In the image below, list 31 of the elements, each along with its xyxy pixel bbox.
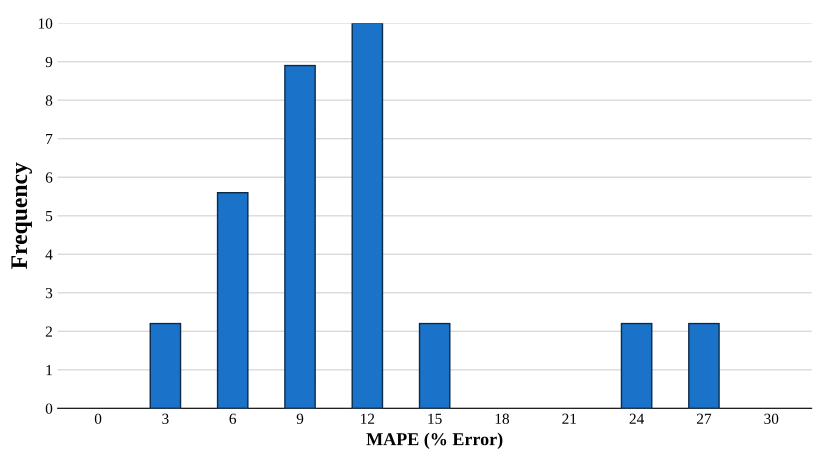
x-tick-label: 9 (296, 414, 304, 424)
bar (688, 322, 720, 408)
x-tick-label: 21 (562, 414, 576, 424)
bar (150, 322, 182, 408)
bar (352, 23, 384, 408)
x-tick-label: 15 (428, 414, 442, 424)
y-tick-label: 10 (38, 18, 52, 29)
bar (620, 322, 652, 408)
x-tick-label: 24 (630, 414, 644, 424)
y-tick-label: 7 (46, 134, 52, 144)
bar (284, 64, 316, 408)
y-tick-label: 9 (46, 56, 52, 68)
x-tick-label: 27 (696, 414, 712, 424)
x-tick-label: 3 (162, 414, 169, 424)
y-tick-label: 6 (46, 172, 52, 183)
x-tick-label: 18 (496, 414, 510, 424)
y-axis-title: Frequency (11, 162, 32, 269)
y-tick-label: 8 (46, 95, 52, 106)
y-tick-label: 5 (46, 211, 52, 222)
bar (418, 322, 450, 408)
y-tick-label: 2 (46, 326, 52, 337)
y-tick-label: 3 (46, 288, 52, 298)
y-tick-label: 4 (45, 250, 53, 260)
y-tick-label: 1 (46, 365, 52, 376)
x-tick-label: 6 (230, 414, 236, 424)
x-tick-label: 12 (361, 414, 374, 424)
x-axis-title: MAPE (% Error) (366, 432, 502, 449)
x-tick-label: 0 (94, 414, 102, 424)
y-tick-label: 0 (46, 403, 52, 414)
x-tick-label: 30 (764, 414, 778, 424)
bar (216, 192, 249, 408)
